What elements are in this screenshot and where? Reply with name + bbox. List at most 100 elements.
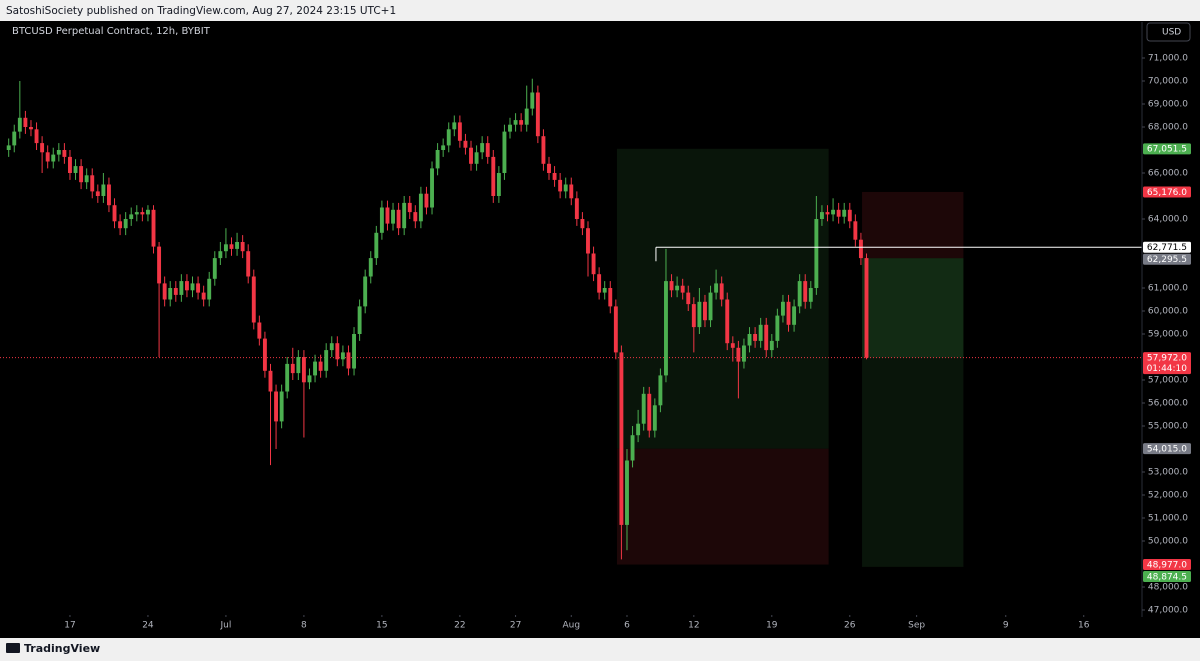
price-badge-label: 67,051.5 (1147, 145, 1187, 155)
progress-zone (862, 258, 964, 358)
y-tick-label: 56,000.0 (1148, 399, 1188, 409)
publish-info: SatoshiSociety published on TradingView.… (6, 5, 396, 17)
x-tick-label: 12 (688, 621, 699, 631)
candle-body (814, 218, 819, 289)
candle-body (107, 184, 111, 206)
candle-body (101, 184, 106, 196)
candle-body (792, 306, 797, 325)
candle-body (831, 209, 836, 215)
x-tick-label: 15 (376, 621, 387, 631)
profit-zone (862, 258, 964, 567)
candle-body (742, 345, 746, 362)
candle-body (268, 370, 273, 392)
x-tick-label: Aug (562, 621, 580, 631)
x-tick-label: 17 (64, 621, 75, 631)
candle-body (586, 228, 590, 254)
candle-body (190, 283, 195, 291)
candle-body (357, 306, 362, 335)
price-badge (1143, 143, 1191, 155)
x-tick-label: 6 (624, 621, 630, 631)
price-badge (1143, 352, 1191, 375)
candle-body (363, 276, 368, 307)
y-tick-label: 69,000.0 (1148, 99, 1188, 109)
candle-body (112, 205, 117, 222)
currency-button[interactable] (1146, 22, 1191, 42)
x-tick-label: 27 (510, 621, 521, 631)
candle-body (524, 108, 529, 125)
candle-body (184, 281, 189, 291)
candle-body (12, 131, 17, 146)
price-badge-label: 48,977.0 (1147, 560, 1187, 570)
y-tick-label: 70,000.0 (1148, 76, 1188, 86)
candle-body (324, 350, 329, 371)
candle-body (162, 283, 167, 300)
candle-body (613, 306, 618, 353)
candle-body (864, 258, 869, 358)
candle-body (747, 334, 752, 346)
y-tick-label: 47,000.0 (1148, 606, 1188, 616)
countdown-label: 01:44:10 (1147, 364, 1188, 374)
y-tick-label: 60,000.0 (1148, 307, 1188, 317)
candle-body (279, 391, 284, 422)
candle-body (73, 166, 78, 173)
candle-body (435, 149, 440, 169)
candle-body (714, 283, 719, 293)
candle-body (680, 285, 685, 293)
candle-body (196, 283, 201, 293)
x-tick-label: 19 (766, 621, 778, 631)
price-badge-label: 48,874.5 (1147, 572, 1187, 582)
candle-body (775, 315, 780, 341)
candle-body (79, 166, 84, 183)
price-badge (1143, 559, 1191, 571)
candle-body (402, 202, 407, 229)
x-tick-label: 22 (454, 621, 465, 631)
x-tick-label: 9 (1003, 621, 1009, 631)
candle-body (786, 301, 791, 325)
candle-body (608, 288, 613, 307)
x-tick-label: Sep (908, 621, 925, 631)
candle-body (6, 145, 11, 150)
y-tick-label: 59,000.0 (1148, 330, 1188, 340)
candle-body (95, 191, 100, 196)
candle-body (218, 251, 223, 259)
candle-body (173, 288, 178, 295)
y-tick-label: 57,000.0 (1148, 376, 1188, 386)
candle-body (407, 202, 412, 213)
y-tick-label: 51,000.0 (1148, 514, 1188, 524)
price-badge (1143, 571, 1191, 583)
candle-body (664, 281, 668, 376)
x-axis: 1724Jul8152227Aug6121926Sep91623 (64, 615, 1090, 631)
candle-body (780, 301, 785, 316)
candle-body (62, 149, 67, 157)
candle-body (753, 334, 758, 341)
candle-body (496, 172, 501, 196)
candle-body (574, 198, 579, 219)
candle-body (819, 212, 824, 219)
candle-body (118, 221, 123, 229)
candle-body (430, 168, 434, 208)
price-badge-label: 57,972.0 (1147, 353, 1187, 363)
price-badge-label: 62,295.5 (1147, 255, 1187, 265)
candle-body (725, 299, 730, 344)
candle-body (552, 172, 557, 180)
candle-body (84, 175, 89, 183)
candle-body (441, 145, 446, 150)
candle-body (803, 281, 808, 302)
candle-body (235, 242, 240, 249)
candle-body (836, 209, 841, 217)
x-tick-label: 8 (301, 621, 307, 631)
candle-body (45, 152, 50, 162)
candle-body (212, 258, 217, 279)
candle-body (329, 343, 334, 351)
candle-body (797, 281, 802, 307)
candle-body (569, 184, 574, 199)
candle-body (296, 357, 301, 374)
candle-body (368, 258, 373, 277)
candle-body (558, 179, 563, 192)
candle-body (519, 120, 524, 125)
candle-body (719, 283, 724, 300)
candle-body (262, 338, 267, 371)
candle-body (379, 207, 384, 233)
candle-body (40, 143, 45, 153)
candle-body (157, 246, 162, 284)
